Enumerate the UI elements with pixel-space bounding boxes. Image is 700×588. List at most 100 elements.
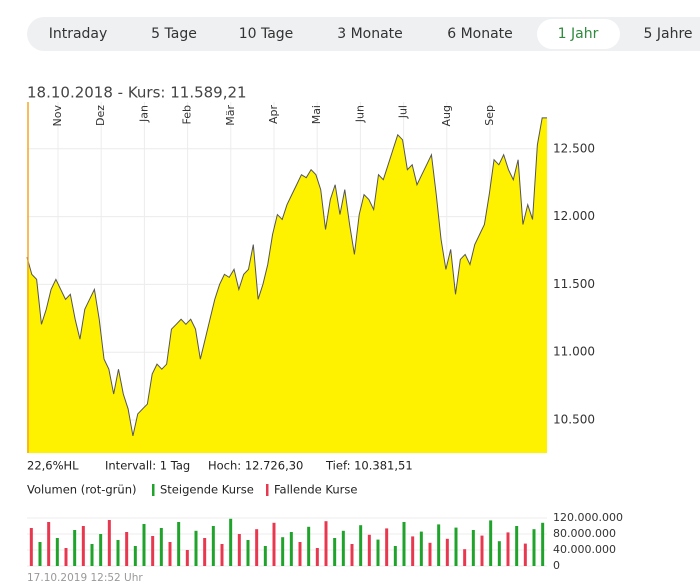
y-tick-label: 10.500 — [553, 413, 595, 427]
volume-bar — [515, 526, 519, 566]
volume-bar — [419, 531, 423, 566]
x-tick-label: Nov — [51, 105, 64, 127]
timestamp: 17.10.2019 12:52 Uhr — [27, 572, 143, 584]
volume-bar — [151, 536, 155, 566]
x-tick-label: Mai — [310, 105, 323, 124]
legend-swatch — [152, 484, 155, 496]
volume-bar — [315, 548, 319, 566]
stat: Hoch: 12.726,30 — [208, 459, 303, 473]
volume-bar — [237, 534, 241, 566]
volume-bar — [272, 522, 276, 566]
volume-bar — [29, 528, 33, 566]
legend-swatch — [266, 484, 269, 496]
volume-bar — [99, 534, 103, 566]
x-tick-label: Apr — [267, 105, 280, 125]
volume-bar — [194, 530, 198, 566]
x-tick-label: Dez — [94, 105, 107, 126]
tab[interactable]: 5 Jahre — [644, 26, 693, 42]
volume-bar — [263, 546, 267, 566]
legend-label: Fallende Kurse — [274, 483, 357, 497]
stat: Intervall: 1 Tag — [105, 459, 190, 473]
volume-bar — [506, 532, 510, 566]
tab[interactable]: 3 Monate — [337, 26, 403, 42]
volume-bar — [523, 543, 527, 566]
volume-bar — [532, 529, 536, 566]
volume-bar — [541, 522, 545, 566]
y-tick-label: 40.000.000 — [553, 543, 616, 556]
volume-bar — [142, 524, 146, 566]
volume-bar — [159, 528, 163, 566]
volume-bar — [55, 538, 59, 566]
volume-bar — [107, 520, 111, 566]
volume-bar — [81, 526, 85, 566]
volume-bar — [298, 542, 302, 566]
volume-bar — [480, 535, 484, 566]
volume-bar — [168, 542, 172, 566]
volume-bar — [281, 537, 285, 566]
area — [27, 117, 547, 454]
active-tab-pill — [537, 19, 620, 49]
x-tick-label: Aug — [440, 105, 453, 126]
tab[interactable]: Intraday — [49, 26, 108, 42]
volume-bar — [246, 540, 250, 566]
legend-label: Steigende Kurse — [160, 483, 254, 497]
x-tick-label: Jan — [137, 105, 150, 123]
volume-bar — [376, 539, 380, 566]
volume-bar — [367, 534, 371, 566]
volume-bar — [341, 530, 345, 566]
volume-bar — [307, 526, 311, 566]
stat: Tief: 10.381,51 — [325, 459, 413, 473]
volume-bar — [471, 530, 475, 566]
volume-bar — [350, 544, 354, 566]
y-tick-label: 11.000 — [553, 345, 595, 359]
x-tick-label: Mär — [224, 105, 237, 126]
volume-bar — [185, 550, 189, 566]
y-tick-label: 12.000 — [553, 209, 595, 223]
tab[interactable]: 5 Tage — [151, 26, 197, 42]
volume-bar — [229, 518, 233, 566]
volume-bar — [90, 544, 94, 566]
tab[interactable]: 10 Tage — [239, 26, 294, 42]
x-tick-label: Sep — [483, 105, 496, 126]
volume-bar — [220, 544, 224, 566]
volume-bar — [324, 521, 328, 566]
y-tick-label: 11.500 — [553, 277, 595, 291]
volume-bar — [38, 542, 42, 566]
volume-bar — [428, 542, 432, 566]
volume-bar — [437, 524, 441, 566]
y-tick-label: 120.000.000 — [553, 511, 623, 524]
volume-bar — [333, 538, 337, 566]
quote: 18.10.2018 - Kurs: 11.589,21 — [27, 84, 247, 102]
tab[interactable]: 1 Jahr — [558, 26, 599, 42]
volume-bar — [489, 520, 493, 566]
volume-bar — [359, 525, 363, 566]
volume-title: Volumen (rot-grün) — [27, 483, 136, 497]
volume-bar — [133, 546, 137, 566]
volume-bar — [393, 546, 397, 566]
volume-bar — [445, 538, 449, 566]
stat: 22,6%HL — [27, 459, 79, 473]
price-line — [26, 117, 547, 437]
volume-bar — [385, 528, 389, 566]
volume-bar — [463, 549, 467, 566]
volume-bar — [47, 522, 51, 566]
volume-bar — [73, 530, 77, 566]
volume-bar — [177, 522, 181, 566]
volume-bar — [203, 538, 207, 566]
volume-bar — [211, 526, 215, 566]
x-tick-label: Jul — [397, 105, 410, 119]
x-tick-label: Feb — [181, 105, 194, 124]
volume-bar — [402, 522, 406, 566]
volume-bar — [116, 540, 120, 566]
volume-bar — [497, 541, 501, 566]
volume-bar — [125, 532, 129, 566]
tab-bar — [27, 17, 700, 51]
y-tick-label: 80.000.000 — [553, 527, 616, 540]
volume-bar — [411, 536, 415, 566]
tab[interactable]: 6 Monate — [447, 26, 513, 42]
y-tick-label: 12.500 — [553, 141, 595, 155]
x-tick-label: Jun — [353, 105, 366, 123]
volume-bar — [255, 529, 259, 566]
volume-bar — [454, 527, 458, 566]
